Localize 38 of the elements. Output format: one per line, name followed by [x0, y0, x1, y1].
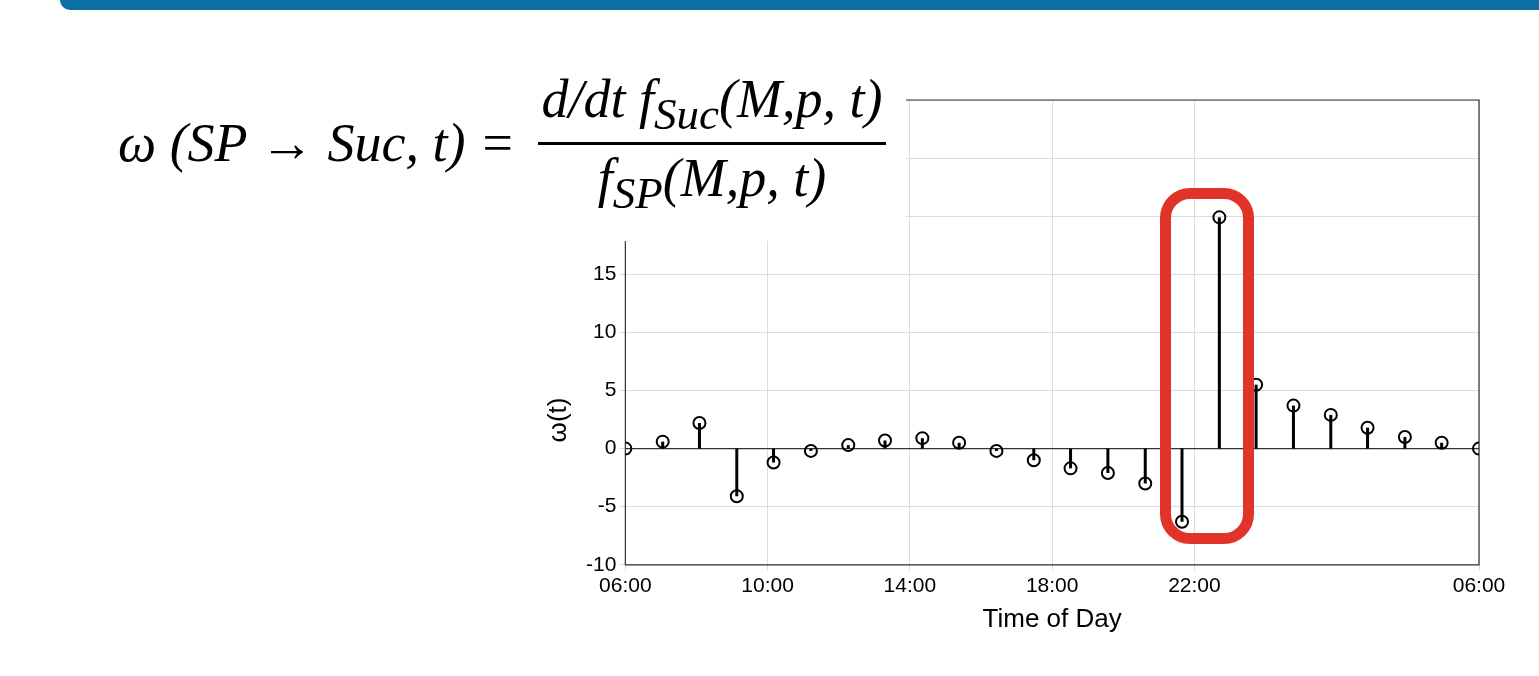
y-tick-label: -10: [585, 551, 617, 575]
point: [1434, 435, 1449, 450]
point: [1026, 453, 1041, 468]
x-tick-label: 06:00: [599, 573, 652, 597]
point: [1212, 210, 1227, 225]
text: ω (SP → Suc, t) =: [118, 112, 516, 175]
point: [766, 455, 781, 470]
y-axis-title: ω(t): [541, 397, 573, 442]
y-tick-label: -5: [597, 493, 617, 517]
point: [1360, 420, 1375, 435]
x-tick-label: 18:00: [1025, 573, 1079, 597]
x-tick-label: 06:00: [1452, 573, 1506, 597]
y-tick-label: 10: [592, 319, 617, 343]
point: [1286, 398, 1301, 413]
y-tick-label: 15: [592, 261, 617, 285]
point: [878, 433, 892, 448]
annotation: f$_{SP}$(M,p, t): [597, 146, 827, 219]
point: [1323, 407, 1338, 422]
point: [841, 438, 856, 453]
y-tick-label: 5: [604, 377, 617, 401]
x-tick-label: 22:00: [1168, 573, 1221, 597]
annotation: d/dt f$_{Suc}$(M,p, t): [537, 68, 887, 145]
point: [1063, 461, 1078, 476]
x-tick-label: 14:00: [883, 573, 937, 597]
point: [1100, 466, 1115, 480]
point: [952, 435, 967, 450]
x-tick-label: 10:00: [741, 573, 794, 597]
point: [989, 443, 1004, 458]
point: [803, 443, 818, 458]
point: [655, 434, 670, 449]
point: [915, 431, 930, 446]
x-axis-title: Time of Day: [982, 602, 1122, 634]
point: [729, 489, 744, 504]
y-tick-label: 0: [604, 435, 617, 459]
point: [1397, 429, 1412, 444]
point: [692, 416, 707, 431]
point: [1175, 514, 1189, 529]
point: [1138, 476, 1153, 491]
